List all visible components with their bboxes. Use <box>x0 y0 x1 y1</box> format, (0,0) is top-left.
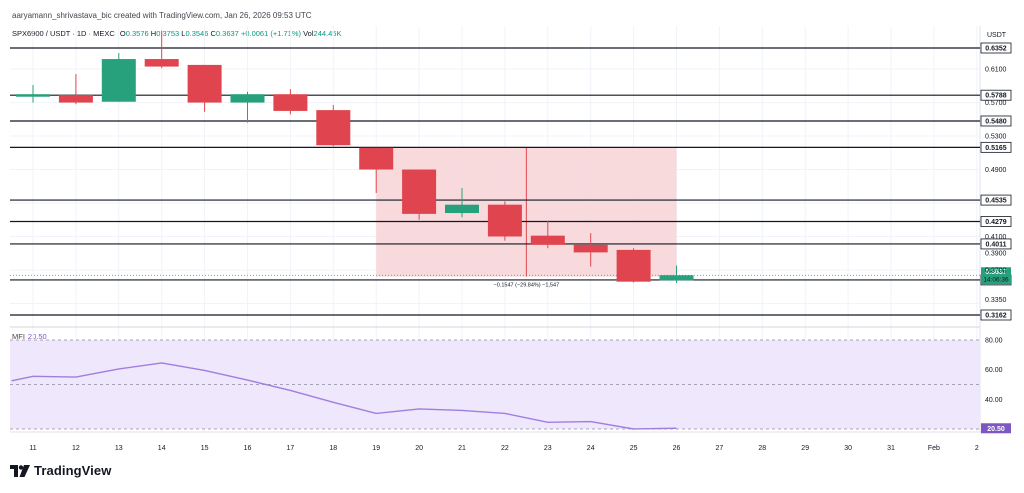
candle-body <box>530 235 565 245</box>
chart-canvas[interactable]: −0.1547 (−29.84%) −1,547 0.63520.57880.5… <box>0 0 1024 460</box>
price-tick-label: 0.3900 <box>985 251 1007 258</box>
symbol-name[interactable]: SPX6900 / USDT · 1D · MEXC <box>12 29 115 38</box>
time-tick-label: 12 <box>72 445 80 452</box>
level-label: 0.5480 <box>985 118 1007 125</box>
level-label-box <box>980 309 1012 321</box>
candle-body <box>273 94 308 111</box>
level-label-box <box>980 89 1012 101</box>
price-tick-label: 0.6100 <box>985 67 1007 74</box>
mfi-tick-label: 40.00 <box>985 397 1003 404</box>
horizontal-levels[interactable]: 0.6352 0.5788 0.5480 0.5165 0.4535 0.4279 0.40… <box>10 42 1012 321</box>
time-tick-label: 25 <box>630 445 638 452</box>
candle-body <box>316 110 351 146</box>
mfi-tick-label: 80.00 <box>985 338 1003 345</box>
time-tick-label: 20 <box>415 445 423 452</box>
time-tick-label: 23 <box>544 445 552 452</box>
time-tick-label: 15 <box>201 445 209 452</box>
time-tick-label: 17 <box>287 445 295 452</box>
level-label-box <box>980 238 1012 250</box>
symbol-info-line: SPX6900 / USDT · 1D · MEXC O0.3576 H0.37… <box>12 29 341 38</box>
level-label-box <box>980 216 1012 227</box>
last-price-box <box>981 267 1011 285</box>
mfi-series <box>10 339 980 430</box>
high-value: 0.3753 <box>156 29 180 38</box>
level-label: 0.4279 <box>985 219 1007 226</box>
low-value: 0.3546 <box>185 29 209 38</box>
candle-body <box>616 249 651 282</box>
price-tick-label: 0.3350 <box>985 297 1007 304</box>
candle-body <box>144 59 179 67</box>
time-tick-label: 2 <box>975 445 979 452</box>
level-label-box <box>980 194 1012 206</box>
candle-body <box>402 169 437 214</box>
time-tick-label: 19 <box>372 445 380 452</box>
level-label: 0.5165 <box>985 145 1007 152</box>
level-label-box <box>980 42 1012 54</box>
ohlc-values: O0.3576 H0.3753 L0.3546 C0.3637 +0.0061 … <box>119 29 342 38</box>
axis-currency: USDT <box>987 32 1007 39</box>
time-tick-label: 22 <box>501 445 509 452</box>
mfi-legend[interactable]: MFI 20.50 <box>12 332 47 341</box>
time-tick-label: 29 <box>801 445 809 452</box>
mfi-tick-label: 60.00 <box>985 367 1003 374</box>
time-tick-label: Feb <box>928 445 940 452</box>
volume-value: 244.45K <box>313 29 342 38</box>
time-tick-label: 16 <box>244 445 252 452</box>
time-tick-label: 31 <box>887 445 895 452</box>
mfi-name: MFI <box>12 332 25 341</box>
price-tick-label: 0.4100 <box>985 234 1007 241</box>
level-label: 0.5788 <box>985 93 1007 100</box>
level-label-box <box>980 141 1012 153</box>
candle-body <box>573 244 608 253</box>
tradingview-logo-text: TradingView <box>34 463 112 478</box>
countdown-label: 14:06:36 <box>983 277 1009 284</box>
price-tick-label: 0.4900 <box>985 167 1007 174</box>
time-tick-label: 27 <box>716 445 724 452</box>
last-price-label: 0.3637 <box>985 269 1007 276</box>
candle-body <box>487 204 522 237</box>
level-label: 0.6352 <box>985 46 1007 53</box>
time-tick-label: 18 <box>329 445 337 452</box>
price-tick-label: 0.3700 <box>985 267 1007 274</box>
mfi-last-box <box>981 423 1011 434</box>
time-tick-label: 24 <box>587 445 595 452</box>
time-tick-label: 26 <box>673 445 681 452</box>
candles <box>16 30 694 283</box>
open-value: 0.3576 <box>125 29 149 38</box>
level-label: 0.4535 <box>985 198 1007 205</box>
time-tick-label: 14 <box>158 445 166 452</box>
measure-label: −0.1547 (−29.84%) −1,547 <box>494 283 560 289</box>
level-label: 0.3162 <box>985 313 1007 320</box>
candle-body <box>359 147 394 170</box>
mfi-value: 20.50 <box>27 332 47 341</box>
mfi-last-label: 20.50 <box>987 426 1005 433</box>
time-tick-label: 21 <box>458 445 466 452</box>
mfi-band <box>10 340 980 429</box>
time-tick-label: 28 <box>758 445 766 452</box>
level-label-box <box>980 115 1012 127</box>
close-value: 0.3637 <box>215 29 239 38</box>
change-value: +0.0061 (+1.71%) <box>240 29 301 38</box>
price-axis[interactable]: USDT 0.6100 0.5700 0.5300 0.4900 0.4100 0.390… <box>981 32 1011 434</box>
candle-body <box>659 275 694 281</box>
candle-body <box>16 94 50 97</box>
time-axis[interactable]: 11 12 13 14 15 16 17 18 19 20 21 22 23 24 25 26 27 28 29 30… <box>29 445 978 452</box>
candle-body <box>58 95 93 103</box>
time-tick-label: 30 <box>844 445 852 452</box>
candle-body <box>230 94 265 103</box>
level-label: 0.4011 <box>985 241 1006 248</box>
chart-author-line: aaryamann_shrivastava_bic created with T… <box>12 11 312 20</box>
price-tick-label: 0.5300 <box>985 134 1007 141</box>
tradingview-logo-icon <box>10 464 30 477</box>
mfi-line <box>11 362 677 430</box>
tradingview-logo: TradingView <box>10 463 111 478</box>
time-tick-label: 11 <box>29 445 36 452</box>
candle-body <box>445 204 479 214</box>
candle-body <box>187 64 222 103</box>
candle-body <box>101 59 136 102</box>
price-tick-label: 0.5700 <box>985 100 1007 107</box>
time-tick-label: 13 <box>115 445 123 452</box>
